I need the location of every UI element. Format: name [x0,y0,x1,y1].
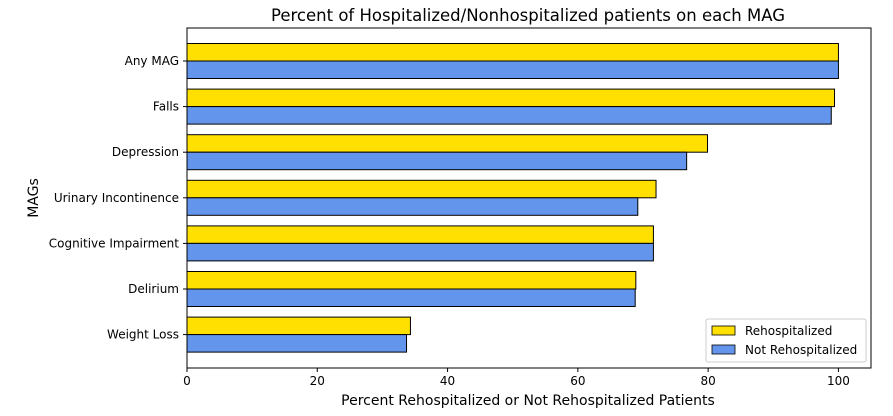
bar-not-rehospitalized-any-mag [186,60,839,79]
y-axis-title: MAGs [26,178,42,218]
x-tick-label: 0 [183,374,191,388]
x-axis: 0 20 40 60 80 100 [183,368,850,388]
bar-rehospitalized-delirium [186,271,637,290]
chart-title: Percent of Hospitalized/Nonhospitalized … [271,6,785,25]
y-tick-label: Cognitive Impairment [49,236,180,250]
legend: Rehospitalized Not Rehospitalized [705,318,867,363]
x-tick-label: 60 [570,374,585,388]
x-tick-label: 40 [440,374,455,388]
bar-not-rehospitalized-depression [186,151,688,171]
bar-not-rehospitalized-delirium [186,288,636,307]
legend-swatch-rehospitalized [711,325,736,336]
bar-rehospitalized-weight-loss [186,316,411,336]
legend-swatch-not-rehospitalized [711,344,736,355]
bar-not-rehospitalized-cognitive-impairment [186,242,654,262]
x-tick-label: 80 [701,374,716,388]
bar-rehospitalized-depression [186,134,708,153]
bars-group [186,43,839,353]
legend-label-not-rehospitalized: Not Rehospitalized [745,343,857,357]
legend-label-rehospitalized: Rehospitalized [745,324,832,338]
y-axis: Any MAG Falls Depression Urinary Incontinen… [49,54,187,342]
x-tick-label: 20 [310,374,325,388]
y-tick-label: Falls [153,100,179,114]
y-tick-label: Any MAG [125,54,179,68]
legend-box [705,318,867,363]
y-tick-label: Weight Loss [107,328,179,342]
x-axis-title: Percent Rehospitalized or Not Rehospital… [341,393,715,409]
bar-not-rehospitalized-falls [186,106,832,125]
y-tick-label: Delirium [128,282,179,296]
x-tick-label: 100 [827,374,850,388]
bar-rehospitalized-any-mag [186,43,839,62]
bar-not-rehospitalized-weight-loss [186,334,408,353]
bar-not-rehospitalized-urinary-incontinence [186,197,639,216]
bar-rehospitalized-cognitive-impairment [186,225,654,244]
y-tick-label: Urinary Incontinence [54,191,179,205]
bar-rehospitalized-falls [186,88,836,108]
y-tick-label: Depression [112,145,179,159]
bar-rehospitalized-urinary-incontinence [186,179,657,199]
